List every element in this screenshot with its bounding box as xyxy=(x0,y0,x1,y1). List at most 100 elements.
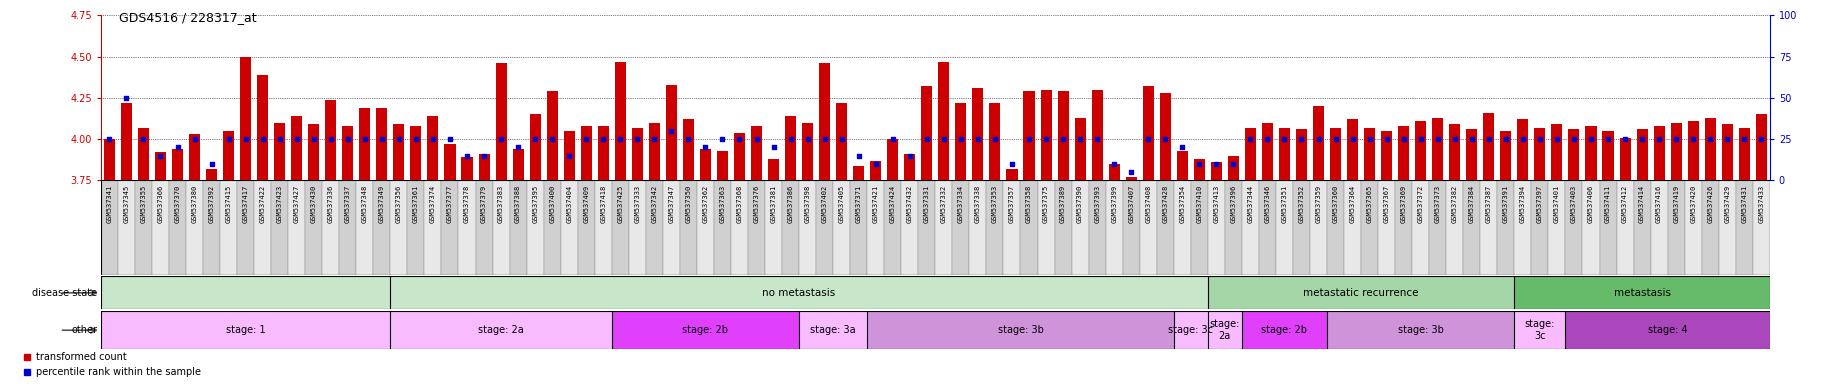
Bar xyxy=(888,139,899,180)
Point xyxy=(691,144,721,151)
Bar xyxy=(1225,180,1242,275)
Bar xyxy=(1106,180,1122,275)
Bar xyxy=(359,108,370,180)
Bar xyxy=(1157,180,1174,275)
Bar xyxy=(1262,123,1273,180)
Text: GSM537381: GSM537381 xyxy=(770,185,776,223)
Bar xyxy=(1671,123,1682,180)
Text: GSM537429: GSM537429 xyxy=(1724,185,1729,223)
Point xyxy=(878,136,908,142)
Bar xyxy=(697,180,713,275)
Bar xyxy=(1007,169,1018,180)
Point xyxy=(418,136,447,142)
Point xyxy=(1645,136,1674,142)
Point xyxy=(554,153,583,159)
Bar xyxy=(1313,106,1324,180)
Bar xyxy=(220,180,237,275)
Bar xyxy=(662,180,680,275)
Bar xyxy=(1245,127,1256,180)
Bar xyxy=(308,124,319,180)
Bar xyxy=(989,103,1001,180)
Bar xyxy=(1023,91,1034,180)
Text: GSM537431: GSM537431 xyxy=(1740,185,1748,223)
Text: GSM537332: GSM537332 xyxy=(941,185,946,223)
Point xyxy=(1423,136,1453,142)
Point xyxy=(640,136,669,142)
Point xyxy=(299,136,328,142)
Text: GSM537418: GSM537418 xyxy=(600,185,607,223)
Bar xyxy=(1328,180,1344,275)
Bar xyxy=(1209,311,1242,349)
Bar xyxy=(563,131,574,180)
Bar xyxy=(1258,180,1276,275)
Bar xyxy=(105,139,116,180)
Bar xyxy=(1685,180,1702,275)
Point xyxy=(334,136,363,142)
Bar xyxy=(598,126,609,180)
Bar xyxy=(1704,118,1717,180)
Bar xyxy=(1398,126,1409,180)
Bar xyxy=(1636,129,1647,180)
Text: GSM537372: GSM537372 xyxy=(1418,185,1423,223)
Bar xyxy=(1377,180,1396,275)
Text: GSM537412: GSM537412 xyxy=(1621,185,1629,223)
Point xyxy=(282,136,312,142)
Point xyxy=(1542,136,1572,142)
Text: GSM537399: GSM537399 xyxy=(1111,185,1117,223)
Bar xyxy=(1139,180,1157,275)
Text: GSM537411: GSM537411 xyxy=(1605,185,1610,223)
Text: GSM537410: GSM537410 xyxy=(1196,185,1203,223)
Bar xyxy=(869,161,882,180)
Point xyxy=(998,161,1027,167)
Bar xyxy=(101,311,391,349)
Text: GSM537391: GSM537391 xyxy=(1502,185,1509,223)
Point xyxy=(180,136,209,142)
Bar xyxy=(561,180,578,275)
Bar xyxy=(304,180,323,275)
Point xyxy=(215,136,244,142)
Bar xyxy=(785,116,796,180)
Bar xyxy=(325,99,336,180)
Bar xyxy=(853,166,864,180)
Text: GSM537428: GSM537428 xyxy=(1163,185,1168,223)
Text: GSM537390: GSM537390 xyxy=(1077,185,1084,223)
Bar xyxy=(904,154,915,180)
Point xyxy=(453,153,482,159)
Point xyxy=(572,136,602,142)
Bar xyxy=(820,63,831,180)
Bar xyxy=(1276,180,1293,275)
Bar xyxy=(1531,180,1548,275)
Bar xyxy=(1089,180,1106,275)
Point xyxy=(930,136,959,142)
Point xyxy=(1729,136,1759,142)
Bar xyxy=(1429,180,1447,275)
Point xyxy=(724,136,754,142)
Point xyxy=(1082,136,1111,142)
Bar xyxy=(1040,90,1051,180)
Point xyxy=(1475,136,1504,142)
Bar xyxy=(1599,180,1616,275)
Point xyxy=(196,161,226,167)
Point xyxy=(1049,136,1078,142)
Bar xyxy=(1464,180,1480,275)
Bar xyxy=(1159,93,1170,180)
Point xyxy=(1066,136,1095,142)
Point xyxy=(537,136,567,142)
Bar xyxy=(1568,129,1579,180)
Text: GSM537389: GSM537389 xyxy=(1060,185,1066,223)
Point xyxy=(1575,136,1607,142)
Bar xyxy=(1585,126,1597,180)
Bar xyxy=(972,88,983,180)
Text: GSM537347: GSM537347 xyxy=(668,185,675,223)
Text: GSM537356: GSM537356 xyxy=(396,185,402,223)
Text: GSM537422: GSM537422 xyxy=(260,185,266,223)
Bar xyxy=(613,311,800,349)
Text: GSM537392: GSM537392 xyxy=(209,185,215,223)
Bar xyxy=(1177,151,1188,180)
Bar xyxy=(1616,180,1634,275)
Point xyxy=(521,136,550,142)
Text: GSM537348: GSM537348 xyxy=(361,185,369,223)
Bar xyxy=(1500,131,1511,180)
Bar xyxy=(1654,126,1665,180)
Bar xyxy=(713,180,732,275)
